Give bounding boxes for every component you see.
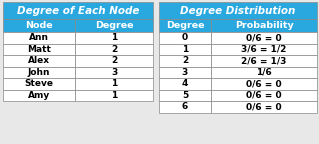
Bar	[3, 55, 75, 67]
Bar	[211, 19, 317, 32]
Bar	[75, 43, 153, 55]
Text: Degree: Degree	[95, 21, 133, 30]
Text: Ann: Ann	[29, 33, 49, 42]
Bar	[3, 43, 75, 55]
Bar	[75, 55, 153, 67]
Text: 2: 2	[182, 56, 188, 65]
Text: Degree: Degree	[166, 21, 204, 30]
Text: 3: 3	[182, 68, 188, 77]
Text: John: John	[28, 68, 50, 77]
Text: 1: 1	[111, 91, 117, 100]
Text: 2: 2	[111, 45, 117, 54]
Bar	[159, 55, 211, 67]
Text: Matt: Matt	[27, 45, 51, 54]
Bar	[3, 90, 75, 101]
Text: 6: 6	[182, 102, 188, 111]
Text: 1/6: 1/6	[256, 68, 272, 77]
Bar	[159, 78, 211, 90]
Text: 1: 1	[111, 79, 117, 88]
Bar	[3, 67, 75, 78]
Text: 3/6 = 1/2: 3/6 = 1/2	[241, 45, 287, 54]
Bar	[159, 32, 211, 43]
Bar	[75, 32, 153, 43]
Text: 3: 3	[111, 68, 117, 77]
Text: 1: 1	[182, 45, 188, 54]
Text: 4: 4	[182, 79, 188, 88]
Text: Node: Node	[25, 21, 53, 30]
Bar	[211, 101, 317, 112]
Bar	[3, 78, 75, 90]
Bar	[159, 43, 211, 55]
Text: 1: 1	[111, 33, 117, 42]
Bar	[3, 2, 153, 19]
Text: Steve: Steve	[25, 79, 54, 88]
Bar	[75, 78, 153, 90]
Bar	[75, 90, 153, 101]
Text: Degree Distribution: Degree Distribution	[180, 5, 296, 16]
Bar	[211, 43, 317, 55]
Bar	[75, 67, 153, 78]
Text: 0/6 = 0: 0/6 = 0	[246, 79, 282, 88]
Text: Amy: Amy	[28, 91, 50, 100]
Text: 0/6 = 0: 0/6 = 0	[246, 91, 282, 100]
Bar	[211, 78, 317, 90]
Text: 2/6 = 1/3: 2/6 = 1/3	[241, 56, 287, 65]
Bar	[159, 101, 211, 112]
Bar	[211, 90, 317, 101]
Text: Degree of Each Node: Degree of Each Node	[17, 5, 139, 16]
Bar	[159, 19, 211, 32]
Bar	[75, 19, 153, 32]
Bar	[159, 2, 317, 19]
Text: Probability: Probability	[235, 21, 293, 30]
Bar	[3, 19, 75, 32]
Bar	[3, 32, 75, 43]
Bar	[159, 67, 211, 78]
Bar	[211, 55, 317, 67]
Bar	[211, 32, 317, 43]
Bar	[159, 90, 211, 101]
Text: 5: 5	[182, 91, 188, 100]
Text: 0/6 = 0: 0/6 = 0	[246, 33, 282, 42]
Text: 0/6 = 0: 0/6 = 0	[246, 102, 282, 111]
Text: 0: 0	[182, 33, 188, 42]
Bar	[211, 67, 317, 78]
Text: Alex: Alex	[28, 56, 50, 65]
Text: 2: 2	[111, 56, 117, 65]
